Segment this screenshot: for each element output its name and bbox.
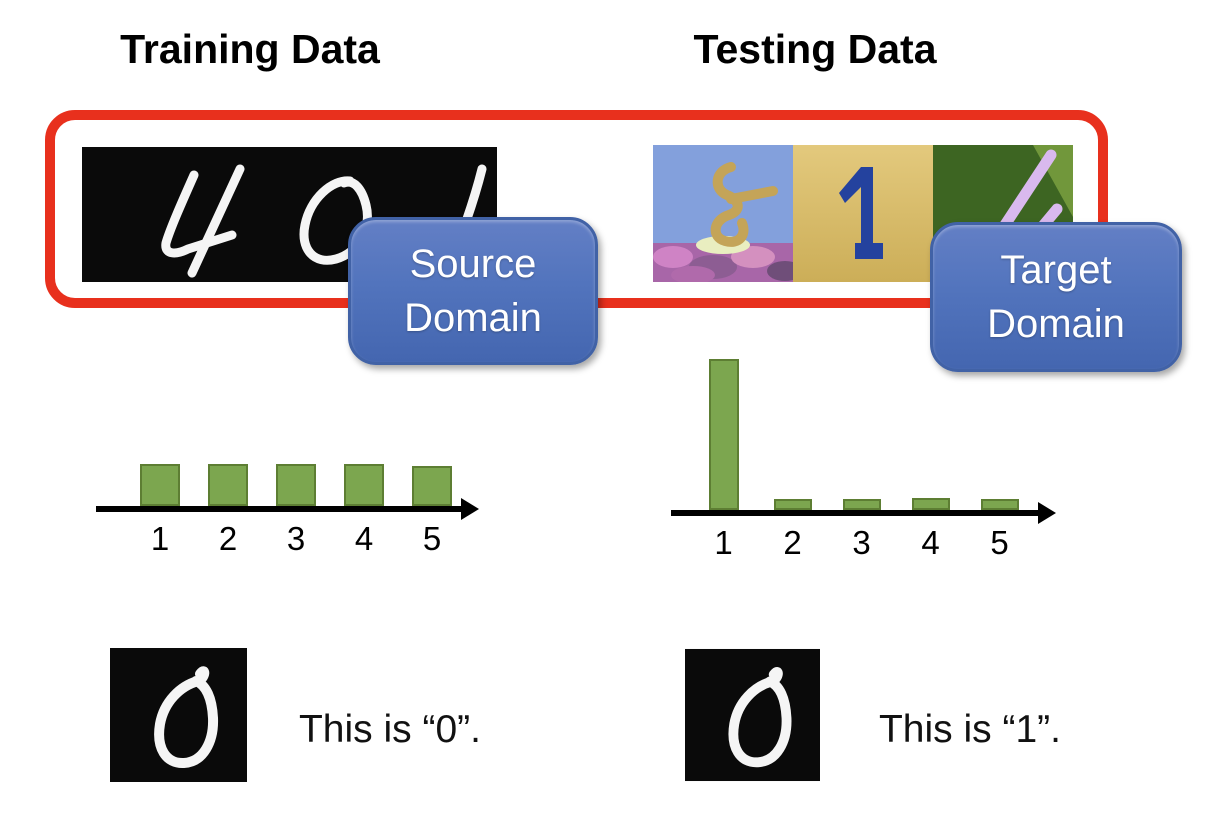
bar-slot (398, 466, 466, 506)
target-domain-label-line1: Target (1000, 248, 1112, 292)
x-tick-labels: 1 2 3 4 5 (689, 524, 1039, 562)
tick-label-2: 2 (783, 524, 802, 561)
bar-group (689, 356, 1039, 510)
digit-0-glyph (299, 176, 372, 265)
tick-label-2: 2 (218, 520, 238, 557)
target-domain-label-line2: Domain (987, 302, 1125, 346)
training-data-title: Training Data (120, 26, 380, 72)
bar-slot (758, 499, 827, 510)
bar-5 (412, 466, 452, 506)
tick-label-5: 5 (422, 520, 442, 557)
bar-3 (842, 499, 881, 510)
tick-label-1: 1 (714, 524, 733, 561)
axis-arrow-icon (1038, 502, 1056, 524)
bar-slot (689, 359, 758, 510)
digit-4-slash (187, 164, 245, 278)
bar-slot (262, 464, 330, 506)
tick-label-3: 3 (286, 520, 306, 557)
bar-slot (827, 499, 896, 510)
target-label-distribution-chart: 1 2 3 4 5 (671, 356, 1056, 562)
tick-label-3: 3 (852, 524, 871, 561)
bar-2 (773, 499, 812, 510)
bar-5 (980, 499, 1019, 510)
bar-slot (126, 464, 194, 506)
tick-label-1: 1 (150, 520, 170, 557)
bar-group (126, 456, 466, 506)
mnist-zero-sample-right (685, 648, 820, 782)
testing-digit-1-cell (793, 145, 933, 282)
tick-label-4: 4 (921, 524, 940, 561)
bar-slot (965, 499, 1034, 510)
bar-4 (344, 464, 384, 506)
x-axis (96, 498, 479, 520)
bar-4 (911, 498, 950, 510)
bar-2 (208, 464, 248, 506)
bar-3 (276, 464, 316, 506)
source-domain-label-line2: Domain (404, 296, 542, 340)
x-axis (671, 502, 1056, 524)
bar-slot (330, 464, 398, 506)
mnist-zero-sample-left (110, 648, 247, 782)
tick-label-5: 5 (990, 524, 1009, 561)
testing-data-title: Testing Data (693, 26, 937, 72)
testing-digit-8-cell (653, 145, 803, 282)
source-domain-box: Source Domain (348, 217, 598, 365)
digit-4-glyph (161, 170, 237, 258)
source-domain-label-line1: Source (409, 242, 537, 286)
axis-arrow-icon (461, 498, 479, 520)
target-domain-box: Target Domain (930, 222, 1182, 372)
source-label-distribution-chart: 1 2 3 4 5 (96, 456, 479, 558)
bar-1 (140, 464, 180, 506)
caption-this-is-0: This is “0”. (298, 708, 481, 751)
x-tick-labels: 1 2 3 4 5 (126, 520, 466, 558)
bar-slot (194, 464, 262, 506)
tick-label-4: 4 (354, 520, 374, 557)
bar-1 (708, 359, 739, 510)
caption-this-is-1: This is “1”. (878, 708, 1061, 751)
bar-slot (896, 498, 965, 510)
